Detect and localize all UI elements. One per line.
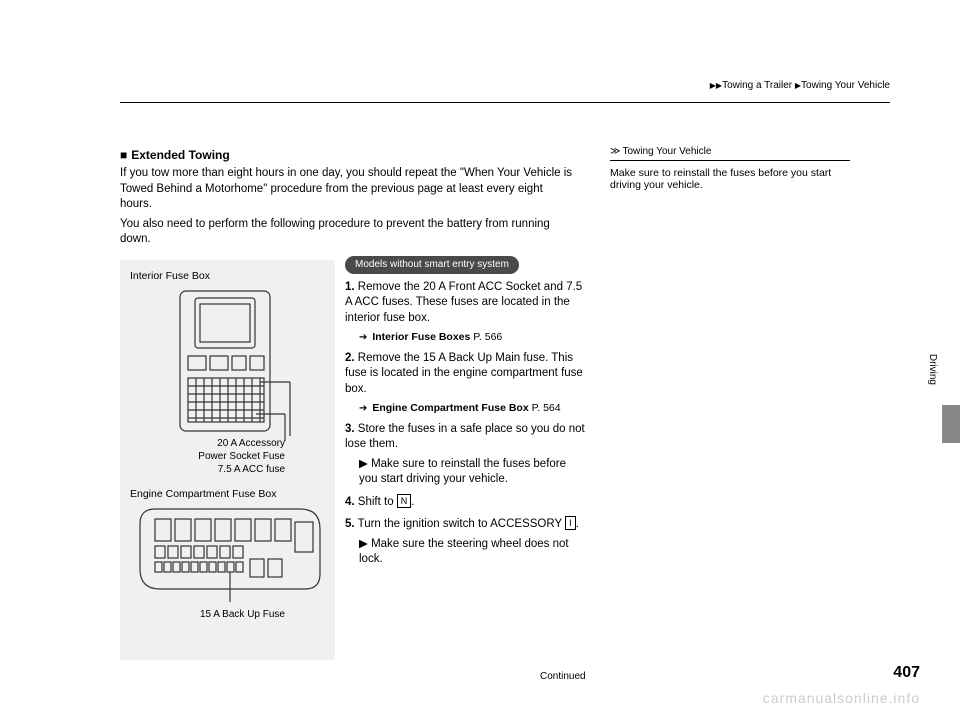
step-text-post: . — [411, 496, 414, 508]
step-5: 5. Turn the ignition switch to ACCESSORY… — [345, 516, 585, 533]
intro-p1: If you tow more than eight hours in one … — [120, 166, 575, 213]
ref-page: P. 564 — [532, 402, 561, 414]
continued-label: Continued — [540, 671, 586, 682]
step-text: Remove the 20 A Front ACC Socket and 7.5… — [345, 281, 582, 324]
bullet-arrow-icon: ▶ — [359, 538, 368, 550]
ref-label: Engine Compartment Fuse Box — [372, 402, 528, 414]
ref-label: Interior Fuse Boxes — [372, 331, 470, 343]
interior-fuse-callouts: 20 A Accessory Power Socket Fuse 7.5 A A… — [130, 437, 285, 476]
step-number: 1. — [345, 281, 355, 293]
ignition-key: I — [565, 516, 576, 530]
reference-arrow-icon: ➔ — [359, 403, 367, 414]
step-4: 4. Shift to N. — [345, 494, 585, 511]
section-heading: ■ Extended Towing — [120, 148, 230, 162]
fuse-socket-label: Power Socket Fuse — [130, 450, 285, 463]
chapter-tab-label: Driving — [927, 354, 938, 385]
step-5-bullet: ▶ Make sure the steering wheel does not … — [345, 537, 585, 568]
step-text: Remove the 15 A Back Up Main fuse. This … — [345, 352, 583, 395]
gear-key: N — [397, 494, 412, 508]
engine-fuse-diagram — [130, 504, 325, 604]
step-number: 2. — [345, 352, 355, 364]
step-text-post: . — [576, 518, 579, 530]
model-variant-pill: Models without smart entry system — [345, 256, 519, 274]
heading-text: Extended Towing — [131, 148, 229, 162]
divider — [120, 102, 890, 103]
step-1: 1. Remove the 20 A Front ACC Socket and … — [345, 280, 585, 327]
step-1-ref: ➔ Interior Fuse Boxes P. 566 — [345, 330, 585, 345]
interior-fuse-label: Interior Fuse Box — [130, 270, 325, 282]
intro-p2: You also need to perform the following p… — [120, 217, 575, 248]
interior-fuse-diagram — [160, 286, 295, 441]
steps-column: Models without smart entry system 1. Rem… — [345, 256, 585, 568]
step-2: 2. Remove the 15 A Back Up Main fuse. Th… — [345, 351, 585, 398]
side-note: ≫Towing Your Vehicle Make sure to reinst… — [610, 146, 850, 191]
step-text-pre: Shift to — [358, 496, 397, 508]
side-note-body: Make sure to reinstall the fuses before … — [610, 167, 850, 191]
breadcrumb: ▶▶Towing a Trailer ▶Towing Your Vehicle — [710, 80, 890, 91]
engine-fuse-label: Engine Compartment Fuse Box — [130, 488, 325, 500]
bullet-text: Make sure the steering wheel does not lo… — [359, 538, 569, 566]
fuse-20a-label: 20 A Accessory — [130, 437, 285, 450]
step-3-bullet: ▶ Make sure to reinstall the fuses befor… — [345, 457, 585, 488]
step-number: 5. — [345, 518, 355, 530]
step-2-ref: ➔ Engine Compartment Fuse Box P. 564 — [345, 401, 585, 416]
ref-page: P. 566 — [473, 331, 502, 343]
step-3: 3. Store the fuses in a safe place so yo… — [345, 422, 585, 453]
bullet-text: Make sure to reinstall the fuses before … — [359, 458, 566, 486]
step-number: 3. — [345, 423, 355, 435]
reference-arrow-icon: ➔ — [359, 332, 367, 343]
step-number: 4. — [345, 496, 355, 508]
side-note-header: ≫Towing Your Vehicle — [610, 146, 850, 161]
intro-text: If you tow more than eight hours in one … — [120, 166, 575, 248]
page-number: 407 — [893, 664, 920, 682]
breadcrumb-subsection: Towing Your Vehicle — [801, 80, 890, 91]
watermark: carmanualsonline.info — [763, 690, 920, 706]
breadcrumb-section: Towing a Trailer — [722, 80, 792, 91]
step-text: Store the fuses in a safe place so you d… — [345, 423, 585, 451]
diagram-panel: Interior Fuse Box 20 A Accessory Power S… — [120, 260, 335, 660]
engine-fuse-callout: 15 A Back Up Fuse — [130, 609, 285, 620]
info-icon: ≫ — [610, 146, 620, 157]
square-icon: ■ — [120, 148, 127, 162]
bullet-arrow-icon: ▶ — [359, 458, 368, 470]
fuse-75a-label: 7.5 A ACC fuse — [130, 463, 285, 476]
fuse-15a-label: 15 A Back Up Fuse — [130, 609, 285, 620]
step-text-pre: Turn the ignition switch to ACCESSORY — [358, 518, 566, 530]
side-note-title: Towing Your Vehicle — [622, 146, 711, 157]
chapter-tab — [942, 405, 960, 443]
